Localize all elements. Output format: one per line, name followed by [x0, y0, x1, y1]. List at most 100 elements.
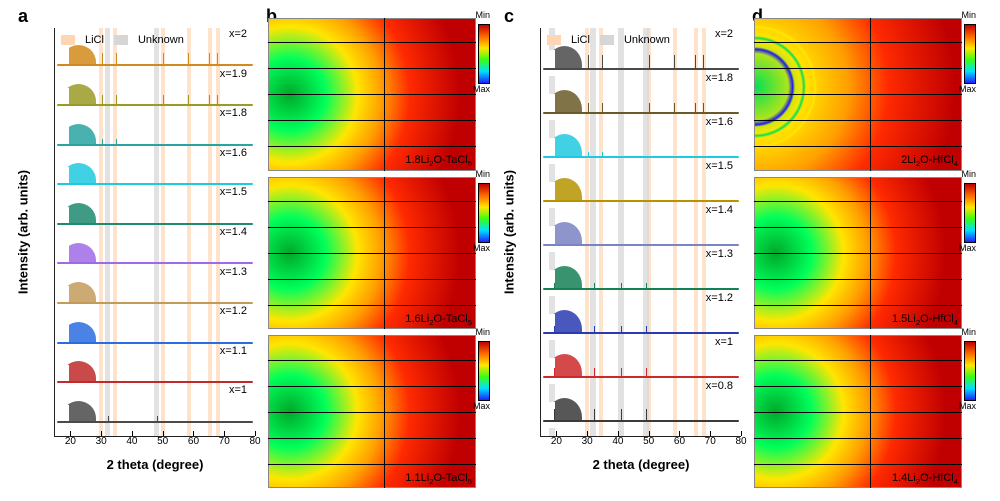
colorbar-max: Max	[473, 243, 490, 253]
heatmap-hline	[268, 386, 476, 387]
legend-swatch	[547, 35, 561, 45]
heatmap-label: 2Li2O-HfCl4	[901, 154, 958, 168]
trace-baseline	[543, 420, 739, 422]
legend-swatch	[61, 35, 75, 45]
legend-swatch	[114, 35, 128, 45]
trace-baseline	[57, 262, 253, 264]
xtick-label: 60	[188, 436, 199, 447]
colorbar-min: Min	[961, 10, 976, 20]
heatmap-panel: 1.5Li2O-HfCl4MinMax	[754, 177, 962, 330]
trace-label: x=1.5	[220, 186, 247, 198]
xrd-peak	[621, 409, 622, 422]
plot-box: LiClUnknownx=2x=1.9x=1.8x=1.6x=1.5x=1.4x…	[54, 28, 255, 437]
xrd-trace: x=1.2	[543, 298, 739, 342]
heatmap-hline	[754, 42, 962, 43]
trace-dip	[57, 286, 69, 310]
heatmap-vline	[384, 18, 385, 171]
xrd-peak	[116, 95, 117, 106]
colorbar	[964, 24, 976, 84]
xrd-peak	[102, 53, 103, 66]
colorbar	[478, 341, 490, 401]
xrd-peak	[217, 53, 218, 66]
heatmap-vline	[870, 335, 871, 488]
heatmap-hline	[268, 68, 476, 69]
trace-baseline	[57, 223, 253, 225]
y-label: Intensity (arb. units)	[502, 170, 517, 294]
trace-baseline	[543, 332, 739, 334]
trace-label: x=1.9	[220, 68, 247, 80]
figure-root: abcdLiClUnknownx=2x=1.9x=1.8x=1.6x=1.5x=…	[0, 0, 1000, 501]
xrd-peak	[157, 416, 158, 423]
plot-box: LiClUnknownx=2x=1.8x=1.6x=1.5x=1.4x=1.3x…	[540, 28, 741, 437]
xtick-label: 50	[157, 436, 168, 447]
xrd-peak	[554, 326, 555, 334]
trace-label: x=1.3	[220, 266, 247, 278]
trace-label: x=1.8	[220, 107, 247, 119]
xrd-peak	[602, 103, 603, 114]
xrd-peak	[108, 416, 109, 423]
trace-label: x=0.8	[706, 380, 733, 392]
xrd-peak	[674, 55, 675, 70]
xrd-trace: x=1.1	[57, 351, 253, 391]
xrd-peak	[588, 55, 589, 70]
heatmap-hline	[268, 42, 476, 43]
trace-dip	[57, 207, 69, 231]
trace-baseline	[57, 183, 253, 185]
heatmap-hline	[268, 305, 476, 306]
trace-baseline	[57, 421, 253, 423]
xrd-peak	[646, 409, 647, 422]
heatmap-panel: 1.1Li2O-TaCl5MinMax	[268, 335, 476, 488]
xrd-panel-c: LiClUnknownx=2x=1.8x=1.6x=1.5x=1.4x=1.3x…	[540, 28, 740, 436]
trace-baseline	[543, 244, 739, 246]
heatmap-hline	[754, 412, 962, 413]
trace-label: x=1.6	[220, 147, 247, 159]
heatmap-panel: 1.8Li2O-TaCl5MinMax	[268, 18, 476, 171]
xrd-peak	[102, 95, 103, 106]
colorbar-max: Max	[473, 84, 490, 94]
heatmap-hline	[268, 438, 476, 439]
trace-dip	[57, 167, 69, 191]
colorbar	[478, 24, 490, 84]
xrd-peak	[102, 139, 103, 145]
heatmap-panel: 1.6Li2O-TaCl5MinMax	[268, 177, 476, 330]
xtick-label: 20	[65, 436, 76, 447]
colorbar	[964, 341, 976, 401]
heatmap-hline	[268, 279, 476, 280]
heatmap-hline	[268, 201, 476, 202]
xrd-peak	[703, 103, 704, 114]
xtick-label: 40	[612, 436, 623, 447]
xrd-peak	[646, 326, 647, 334]
trace-label: x=1.6	[706, 116, 733, 128]
trace-dip	[57, 88, 69, 112]
heatmap-hline	[268, 412, 476, 413]
trace-label: x=1.1	[220, 345, 247, 357]
xrd-peak	[695, 103, 696, 114]
xtick-label: 80	[249, 436, 260, 447]
heatmap-hline	[754, 227, 962, 228]
heatmap-hline	[268, 120, 476, 121]
trace-dip	[543, 182, 555, 208]
xrd-peak	[554, 368, 555, 379]
xrd-peak	[594, 326, 595, 334]
heatmap-hline	[754, 68, 962, 69]
xrd-trace: x=1	[57, 390, 253, 430]
trace-dip	[57, 127, 69, 151]
heatmap-hline	[754, 120, 962, 121]
y-label: Intensity (arb. units)	[16, 170, 31, 294]
heatmap-hline	[268, 227, 476, 228]
heatmap-hline	[754, 305, 962, 306]
xrd-peak	[594, 368, 595, 379]
trace-label: x=2	[715, 28, 733, 40]
trace-label: x=1.3	[706, 248, 733, 260]
xtick-label: 40	[126, 436, 137, 447]
trace-dip	[57, 325, 69, 349]
trace-label: x=1.4	[706, 204, 733, 216]
trace-baseline	[57, 144, 253, 146]
xtick-label: 70	[219, 436, 230, 447]
xrd-peak	[602, 152, 603, 158]
trace-label: x=1.2	[220, 305, 247, 317]
colorbar	[478, 183, 490, 243]
heatmap-hline	[754, 94, 962, 95]
colorbar-min: Min	[961, 169, 976, 179]
legend-label: Unknown	[624, 34, 670, 46]
